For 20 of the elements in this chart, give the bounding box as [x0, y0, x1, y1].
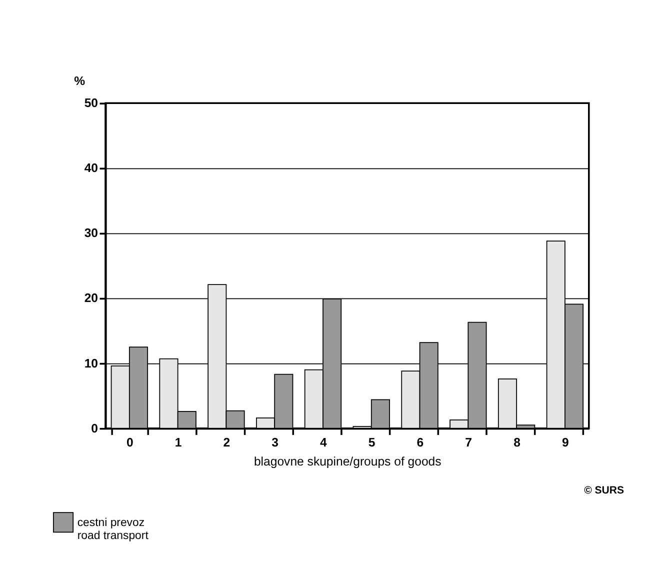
x-tick-label: 8	[514, 435, 521, 450]
y-tick-label: 0	[91, 421, 98, 436]
x-tick-label: 7	[465, 435, 472, 450]
y-tick-label: 30	[84, 226, 98, 240]
x-tick-label: 5	[368, 435, 376, 450]
x-tick-label: 0	[126, 435, 134, 450]
y-tick-label: 20	[84, 291, 98, 306]
y-axis-title: %	[74, 74, 86, 88]
x-tick-label: 6	[416, 435, 424, 450]
y-tick-label: 40	[84, 161, 98, 176]
x-axis-title: blagovne skupine/groups of goods	[254, 454, 442, 469]
x-tick-label: 4	[320, 435, 328, 450]
legend-label: cestni prevoz road transport	[77, 516, 150, 542]
x-tick-label: 1	[174, 435, 182, 450]
x-tick-label: 9	[562, 435, 569, 450]
text: © SURS	[584, 484, 624, 496]
y-tick-label: 10	[84, 356, 98, 370]
x-tick-label: 3	[272, 435, 279, 450]
x-tick-label: 2	[223, 435, 230, 450]
y-tick-label: 50	[84, 96, 98, 110]
